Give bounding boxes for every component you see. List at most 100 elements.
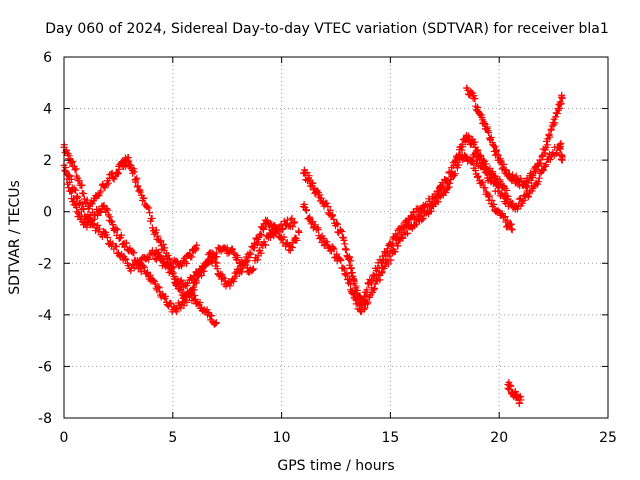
data-point-track-7	[471, 94, 479, 102]
data-point-track-1	[103, 181, 111, 189]
data-point-track-4	[204, 258, 212, 266]
data-point-track-4	[293, 236, 301, 244]
data-point-track-8	[481, 168, 489, 176]
data-point-track-4	[218, 273, 226, 281]
data-point-track-1	[130, 168, 138, 176]
data-point-track-1	[132, 176, 140, 184]
data-point-track-3	[223, 244, 231, 252]
data-point-track-2	[212, 320, 220, 328]
data-point-track-3	[112, 243, 120, 251]
data-point-track-6	[370, 286, 378, 294]
data-point-track-1	[152, 226, 160, 234]
data-point-track-8	[558, 156, 566, 164]
data-point-track-6	[384, 260, 392, 268]
data-point-track-6	[442, 189, 450, 197]
data-point-track-1	[146, 209, 154, 217]
x-tick-label: 15	[381, 430, 399, 446]
data-point-track-8	[475, 155, 483, 163]
data-point-track-3	[122, 256, 130, 264]
data-point-track-2	[104, 206, 112, 214]
data-point-track-5	[480, 156, 488, 164]
data-point-track-8	[534, 178, 542, 186]
data-point-track-7	[557, 100, 565, 108]
y-tick-label: -8	[38, 411, 52, 427]
data-point-track-2	[62, 167, 70, 175]
data-point-track-4	[280, 233, 288, 241]
data-point-track-3	[104, 234, 112, 241]
data-point-track-2	[130, 249, 138, 257]
data-point-track-5	[305, 172, 313, 180]
data-point-track-5	[476, 151, 484, 159]
data-point-track-3	[98, 233, 106, 241]
data-point-track-3	[266, 233, 274, 241]
data-point-track-4	[181, 296, 189, 304]
data-point-track-1	[188, 253, 196, 261]
data-point-track-4	[246, 249, 254, 257]
data-point-track-1	[72, 165, 80, 173]
data-point-track-6	[481, 184, 489, 192]
data-point-track-7	[512, 172, 520, 180]
data-point-track-5	[329, 211, 337, 219]
data-point-track-7	[496, 155, 504, 163]
data-point-track-3	[96, 225, 104, 233]
data-point-track-6	[360, 305, 368, 313]
data-points	[60, 84, 566, 407]
data-point-track-9	[517, 396, 525, 404]
data-point-track-6	[397, 234, 405, 241]
data-point-track-4	[188, 285, 196, 293]
data-point-track-6	[329, 244, 337, 252]
data-point-track-3	[92, 227, 100, 235]
data-point-track-3	[289, 223, 297, 231]
data-point-track-3	[184, 279, 192, 287]
data-point-track-7	[517, 174, 525, 182]
data-point-track-4	[168, 265, 176, 273]
x-tick-label: 0	[60, 430, 69, 446]
data-point-track-6	[305, 215, 313, 223]
data-point-track-3	[291, 218, 299, 226]
data-point-track-4	[247, 250, 255, 258]
data-point-track-2	[212, 319, 220, 327]
data-point-track-5	[334, 220, 342, 228]
data-point-track-6	[343, 270, 351, 278]
data-point-track-5	[341, 240, 349, 248]
data-point-track-5	[474, 146, 482, 154]
data-point-track-1	[140, 194, 148, 202]
data-point-track-4	[198, 272, 206, 280]
data-point-track-6	[349, 290, 357, 298]
data-point-track-3	[85, 216, 93, 223]
data-point-track-5	[338, 228, 346, 236]
data-point-track-1	[181, 258, 189, 266]
y-tick-label: 2	[43, 153, 52, 169]
data-point-track-5	[347, 257, 355, 265]
data-point-track-6	[364, 298, 372, 306]
data-point-track-1	[75, 177, 83, 185]
data-point-track-1	[125, 157, 133, 165]
data-point-track-2	[154, 283, 162, 291]
x-tick-label: 10	[273, 430, 291, 446]
data-point-track-5	[410, 214, 418, 222]
data-point-track-9	[515, 399, 523, 407]
data-point-track-6	[346, 275, 354, 283]
data-point-track-6	[377, 269, 385, 277]
data-point-track-2	[139, 262, 147, 270]
y-tick-label: 6	[43, 50, 52, 66]
data-point-track-3	[279, 225, 287, 233]
chart-title: Day 060 of 2024, Sidereal Day-to-day VTE…	[45, 21, 608, 37]
data-point-track-4	[271, 222, 279, 230]
data-point-track-2	[196, 299, 204, 307]
data-point-track-1	[65, 152, 73, 160]
y-tick-label: -4	[38, 308, 52, 324]
data-point-track-8	[524, 192, 532, 200]
data-point-track-1	[145, 204, 153, 212]
data-point-track-5	[316, 191, 324, 199]
data-point-track-6	[418, 214, 426, 222]
data-point-track-6	[419, 215, 427, 223]
data-point-track-3	[134, 265, 142, 273]
data-point-track-6	[330, 245, 338, 253]
data-point-track-1	[192, 245, 200, 253]
data-point-track-6	[455, 161, 463, 169]
data-point-track-3	[89, 221, 97, 229]
data-point-track-3	[177, 276, 185, 284]
data-point-track-8	[482, 169, 490, 177]
